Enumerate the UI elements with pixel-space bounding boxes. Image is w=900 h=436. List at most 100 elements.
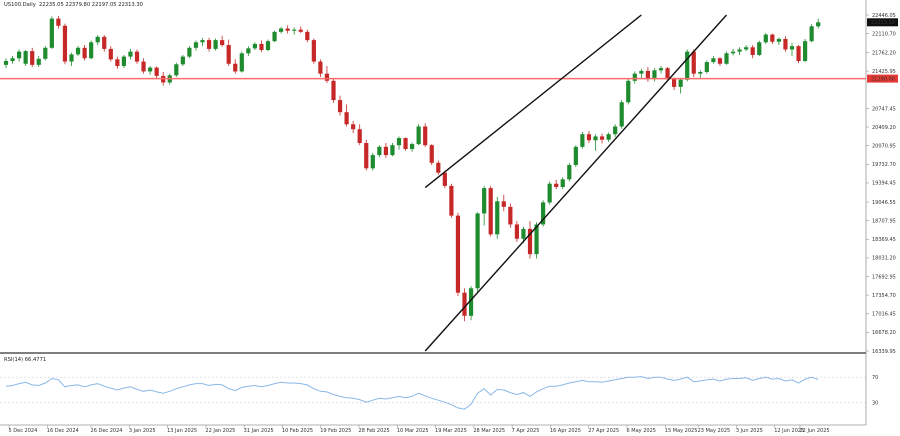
price-tick: 20070.95 [866, 143, 896, 149]
time-tick-label: 10 Mar 2025 [397, 428, 429, 434]
time-tick: 7 Apr 2025 [512, 425, 539, 434]
candle-body [285, 28, 290, 31]
price-panel[interactable]: US100.Daily 22235.05 22379.80 22197.05 2… [0, 0, 866, 352]
candle [645, 67, 650, 82]
price-tick-label: 22110.70 [872, 31, 896, 37]
time-tick: 10 Feb 2025 [282, 425, 313, 434]
candle-body [213, 40, 218, 49]
last-price-label: 22313.30 [871, 20, 895, 26]
candle [436, 160, 441, 175]
candle [482, 185, 487, 226]
candle-body [292, 29, 297, 31]
rsi-line [5, 376, 819, 410]
candle-body [108, 48, 113, 60]
price-tick-label: 21425.95 [872, 69, 896, 75]
candle [606, 132, 611, 142]
time-tick-label: 22 Jun 2025 [800, 428, 830, 434]
candle [220, 35, 225, 47]
candle [213, 38, 218, 51]
candle [685, 49, 690, 82]
candle [259, 40, 264, 53]
channel-lower-line[interactable] [424, 14, 728, 352]
time-tick-label: 16 Apr 2025 [550, 428, 581, 434]
time-tick: 5 Dec 2024 [9, 425, 37, 434]
price-tick: 17016.45 [866, 312, 896, 318]
candle [49, 16, 54, 49]
candle [488, 185, 493, 237]
time-tick: 6 May 2025 [627, 425, 656, 434]
time-tick-label: 28 Feb 2025 [359, 428, 390, 434]
price-tick-label: 21762.20 [872, 50, 896, 56]
candle [174, 62, 179, 77]
candle [82, 45, 87, 61]
candle-body [757, 42, 762, 55]
candle-body [429, 145, 434, 163]
price-tick: 16678.20 [866, 330, 896, 336]
candle [344, 104, 349, 127]
candle [246, 46, 251, 57]
candle-body [121, 56, 126, 66]
candle [17, 49, 22, 62]
candle-body [593, 136, 598, 141]
time-tick: 15 May 2025 [665, 425, 697, 434]
candle-body [698, 72, 703, 74]
price-tick: 19732.70 [866, 162, 896, 168]
candle-body [351, 124, 356, 130]
price-tick: 22110.70 [866, 31, 896, 37]
candle [377, 145, 382, 158]
price-tick-label: 17016.45 [872, 312, 896, 318]
candle [75, 46, 81, 57]
candle [200, 37, 205, 47]
candle-body [554, 183, 559, 188]
candle-body [770, 34, 775, 42]
candle [737, 47, 742, 55]
price-tick-label: 19732.70 [872, 162, 896, 168]
candle [134, 49, 140, 64]
candle-body [475, 213, 480, 289]
candle-body [305, 31, 310, 41]
time-tick: 22 Jun 2025 [800, 425, 830, 434]
candle-body [704, 62, 709, 73]
candle-body [272, 31, 277, 42]
candle-body [514, 224, 519, 239]
candle-body [482, 188, 487, 214]
candle-body [436, 162, 441, 173]
candle-body [43, 47, 48, 59]
candle-body [3, 61, 9, 65]
candle-body [816, 22, 821, 27]
candle [23, 49, 28, 66]
candle [429, 144, 434, 166]
candle-body [665, 68, 670, 79]
time-tick: 19 Mar 2025 [435, 425, 467, 434]
candle [233, 59, 238, 74]
candle-body [763, 34, 768, 43]
price-tick: 22446.05 [866, 13, 896, 19]
candle-body [75, 47, 81, 55]
candle [272, 30, 277, 43]
price-tick: 21762.20 [866, 50, 896, 56]
candle [121, 54, 126, 69]
candle-body [390, 145, 395, 156]
candle [809, 24, 814, 43]
time-tick-label: 27 Apr 2025 [588, 428, 619, 434]
candle [632, 71, 637, 84]
candle-body [180, 56, 185, 65]
candle [639, 68, 644, 79]
price-axis-ticks: 22446.05 22110.70 21762.20 21425.95 20747.45… [866, 13, 896, 355]
rsi-panel[interactable]: RSI(14) 66.4771 70 30 [0, 357, 878, 410]
candle-body [279, 28, 284, 32]
candle-body [567, 165, 572, 180]
candle [337, 95, 343, 116]
candle [757, 40, 762, 57]
candle [324, 65, 330, 84]
candle-body [82, 47, 87, 59]
price-tick-label: 18707.95 [872, 218, 896, 224]
candle [69, 52, 74, 66]
channel-upper-line[interactable] [424, 14, 642, 189]
candle-body [521, 228, 526, 239]
time-tick: 3 Jun 2025 [736, 425, 763, 434]
candle [351, 120, 356, 134]
candle [508, 203, 513, 228]
price-tick-label: 17692.95 [872, 274, 896, 280]
